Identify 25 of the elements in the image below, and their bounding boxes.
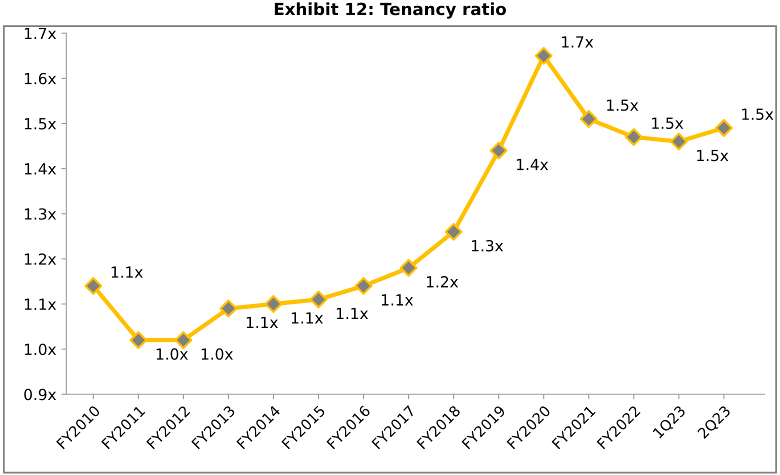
data-label: 1.1x <box>112 266 143 278</box>
y-tick-label: 1.5x <box>24 118 56 130</box>
y-tick-label: 1.0x <box>24 344 56 356</box>
y-tick-label: 1.7x <box>24 28 56 40</box>
data-label: 1.1x <box>336 308 368 319</box>
data-label: 1.5x <box>607 100 638 111</box>
data-label: 1.2x <box>426 276 458 288</box>
data-label: 1.0x <box>202 348 233 360</box>
data-label: 1.1x <box>292 312 323 324</box>
data-label: 1.5x <box>652 118 684 129</box>
y-tick-label: 1.1x <box>24 298 56 310</box>
data-label: 1.1x <box>382 294 414 306</box>
y-tick-label: 1.6x <box>24 72 56 84</box>
data-label: 1.5x <box>697 150 728 162</box>
y-tick-label: 1.3x <box>24 208 56 220</box>
data-label: 1.7x <box>562 36 594 48</box>
y-tick-label: 1.4x <box>24 163 56 174</box>
y-tick-label: 1.2x <box>24 253 56 265</box>
data-label: 1.1x <box>246 316 278 328</box>
data-label: 1.4x <box>517 158 548 170</box>
chart-title: Exhibit 12: Tenancy ratio <box>274 2 506 19</box>
y-tick-label: 0.9x <box>24 388 56 400</box>
data-label: 1.0x <box>156 348 188 360</box>
data-label: 1.5x <box>742 108 774 120</box>
data-label: 1.3x <box>472 240 504 252</box>
